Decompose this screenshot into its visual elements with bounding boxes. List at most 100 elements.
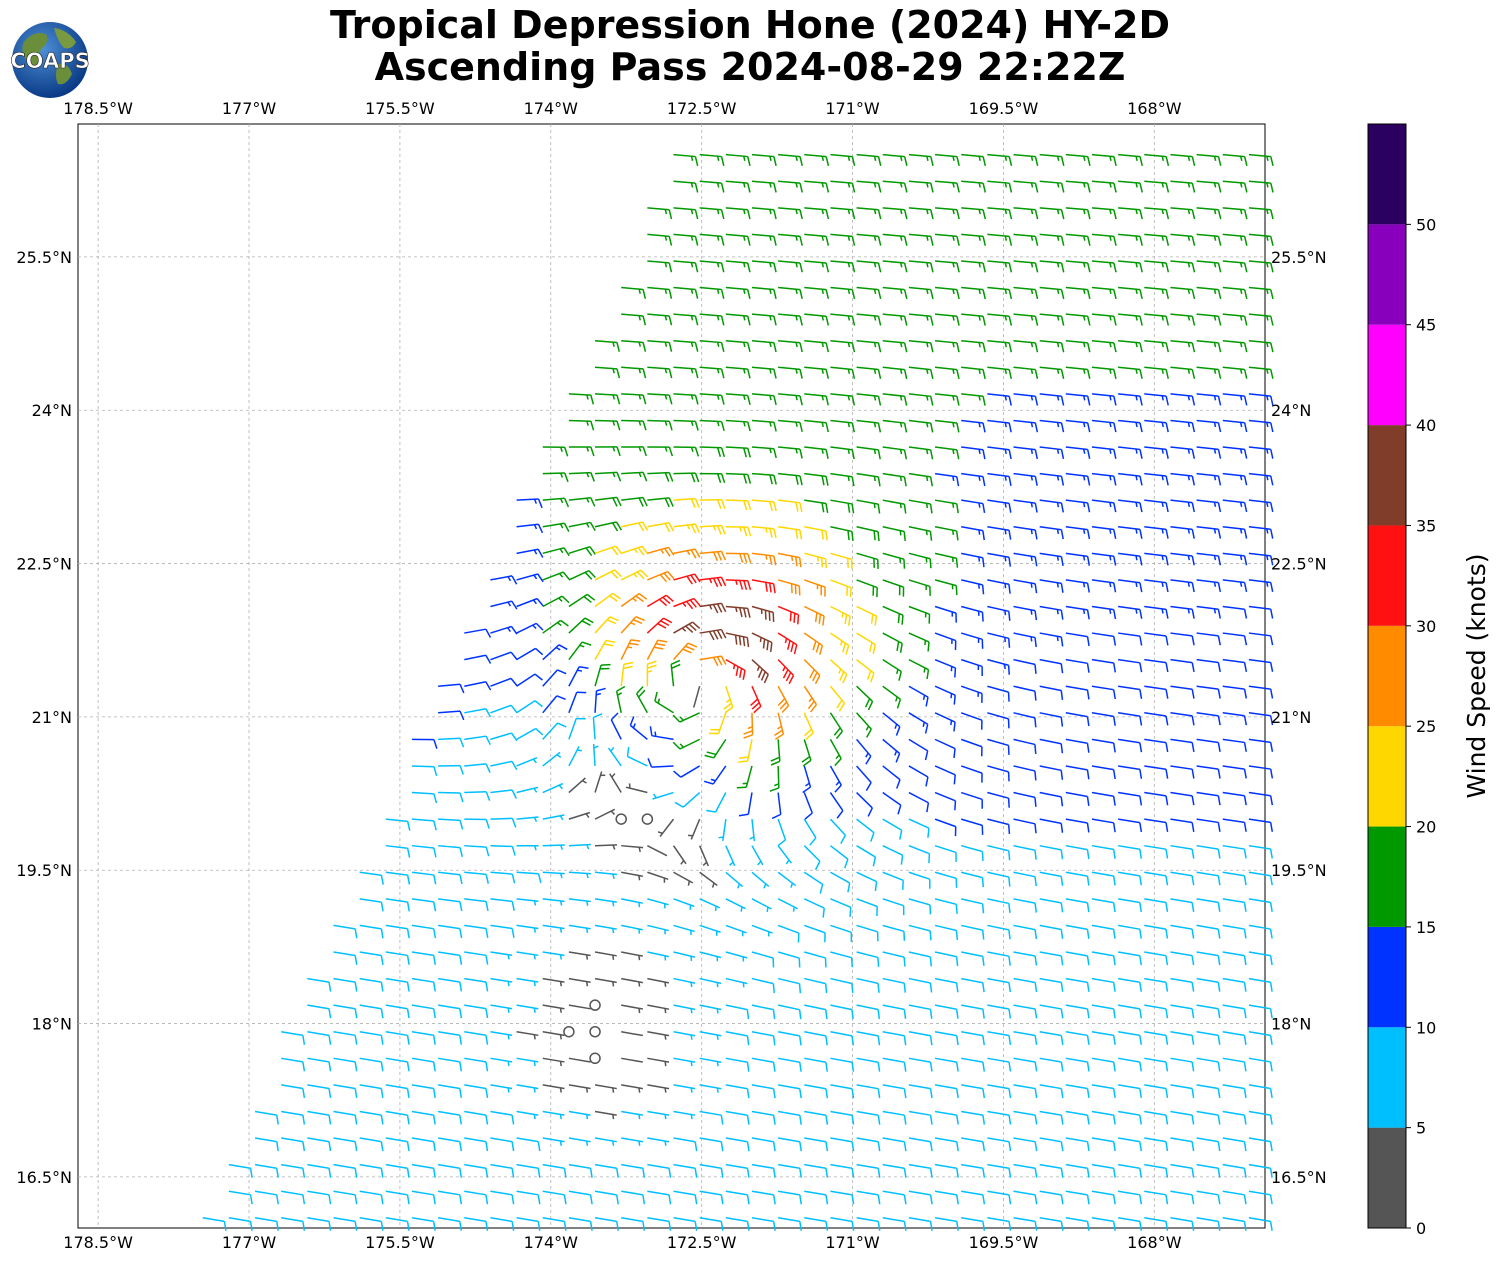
- wind-barb: [1144, 818, 1169, 833]
- wind-barb: [1196, 871, 1221, 886]
- wind-barb: [568, 1110, 591, 1120]
- wind-barb: [856, 1137, 881, 1152]
- wind-barb: [987, 1030, 1012, 1046]
- wind-barb: [620, 593, 648, 608]
- wind-barb: [333, 977, 358, 992]
- wind-barb: [699, 233, 725, 246]
- wind-barb: [987, 765, 1010, 782]
- wind-barb: [751, 659, 769, 684]
- wind-barb: [699, 628, 727, 641]
- wind-barb: [830, 286, 856, 300]
- wind-barb: [1065, 260, 1091, 273]
- wind-barb: [646, 639, 668, 660]
- wind-barb: [803, 898, 825, 918]
- wind-barb: [908, 552, 932, 569]
- wind-barb: [829, 712, 844, 740]
- wind-barb: [516, 673, 543, 687]
- wind-barb: [1196, 1004, 1221, 1019]
- wind-barb: [568, 924, 591, 933]
- wind-barb: [1248, 153, 1274, 166]
- wind-barb: [1222, 898, 1247, 912]
- wind-barb: [1144, 1110, 1169, 1125]
- wind-barb: [908, 951, 933, 967]
- wind-barb: [908, 153, 934, 166]
- wind-barb: [1170, 898, 1195, 912]
- wind-barb: [934, 526, 959, 541]
- wind-barb: [594, 366, 621, 379]
- lon-tick-label: 172.5°W: [667, 99, 737, 118]
- wind-barb: [830, 180, 856, 193]
- wind-barb: [490, 1084, 513, 1093]
- wind-barb: [1013, 818, 1037, 834]
- wind-barb: [1065, 472, 1091, 486]
- wind-barb: [804, 1217, 829, 1231]
- wind-barb: [751, 339, 777, 353]
- wind-barb: [856, 180, 882, 193]
- wind-barb: [1065, 1137, 1090, 1152]
- wind-barb: [830, 207, 856, 220]
- wind-barb: [777, 1030, 802, 1046]
- wind-barb: [411, 844, 437, 858]
- wind-barb: [777, 951, 801, 968]
- wind-barb: [856, 871, 878, 892]
- wind-barb: [699, 153, 725, 166]
- wind-barb: [908, 1084, 933, 1099]
- wind-barb: [882, 924, 906, 941]
- wind-barb: [1013, 977, 1038, 992]
- wind-barb: [1170, 180, 1196, 193]
- wind-barb: [803, 792, 813, 820]
- wind-barb: [592, 713, 603, 740]
- wind-barb: [490, 789, 517, 799]
- wind-barb: [908, 898, 932, 915]
- wind-barb: [778, 393, 803, 406]
- wind-barb: [228, 1190, 253, 1205]
- wind-barb: [1222, 871, 1247, 886]
- wind-barb: [1144, 260, 1170, 273]
- wind-barb: [621, 977, 643, 987]
- wind-barb: [1248, 765, 1274, 779]
- wind-barb: [830, 313, 856, 326]
- title-line-1: Tropical Depression Hone (2024) HY-2D: [329, 3, 1171, 47]
- wind-barb: [961, 207, 987, 220]
- wind-barb: [961, 1190, 986, 1205]
- wind-barb: [594, 616, 619, 634]
- wind-barb: [438, 1110, 463, 1125]
- wind-barb: [856, 233, 882, 246]
- wind-barb: [856, 951, 880, 967]
- wind-barb: [1039, 207, 1065, 220]
- wind-barb: [673, 207, 699, 220]
- wind-barb: [1013, 712, 1037, 728]
- wind-barb: [464, 1030, 489, 1045]
- wind-barb: [621, 521, 649, 532]
- lat-tick-label: 18°N: [32, 1015, 72, 1034]
- wind-barb: [1144, 153, 1170, 166]
- wind-barb: [1222, 499, 1248, 513]
- wind-barb: [1118, 738, 1143, 753]
- wind-barb: [516, 1217, 541, 1231]
- wind-barb: [830, 1190, 855, 1205]
- wind-barb: [882, 260, 908, 273]
- wind-barb: [1065, 712, 1090, 727]
- wind-barb: [542, 1030, 565, 1040]
- wind-barb: [1170, 951, 1195, 966]
- wind-barb: [1144, 977, 1169, 992]
- wind-barb: [516, 548, 544, 558]
- wind-barb: [688, 818, 701, 840]
- wind-barb: [673, 366, 699, 379]
- wind-barb: [674, 791, 701, 808]
- wind-barb: [1196, 791, 1221, 806]
- wind-barb: [594, 521, 623, 532]
- wind-barb: [1065, 898, 1090, 913]
- wind-barb: [1091, 924, 1116, 939]
- wind-barb: [1222, 712, 1248, 726]
- wind-barb: [961, 180, 987, 193]
- wind-barb: [438, 764, 464, 775]
- wind-barb: [1222, 1110, 1247, 1125]
- wind-barb: [699, 550, 727, 562]
- wind-barb: [699, 313, 725, 326]
- wind-barb: [438, 1163, 463, 1178]
- wind-barb: [490, 625, 518, 635]
- wind-barb: [516, 647, 544, 661]
- wind-barb: [647, 898, 669, 909]
